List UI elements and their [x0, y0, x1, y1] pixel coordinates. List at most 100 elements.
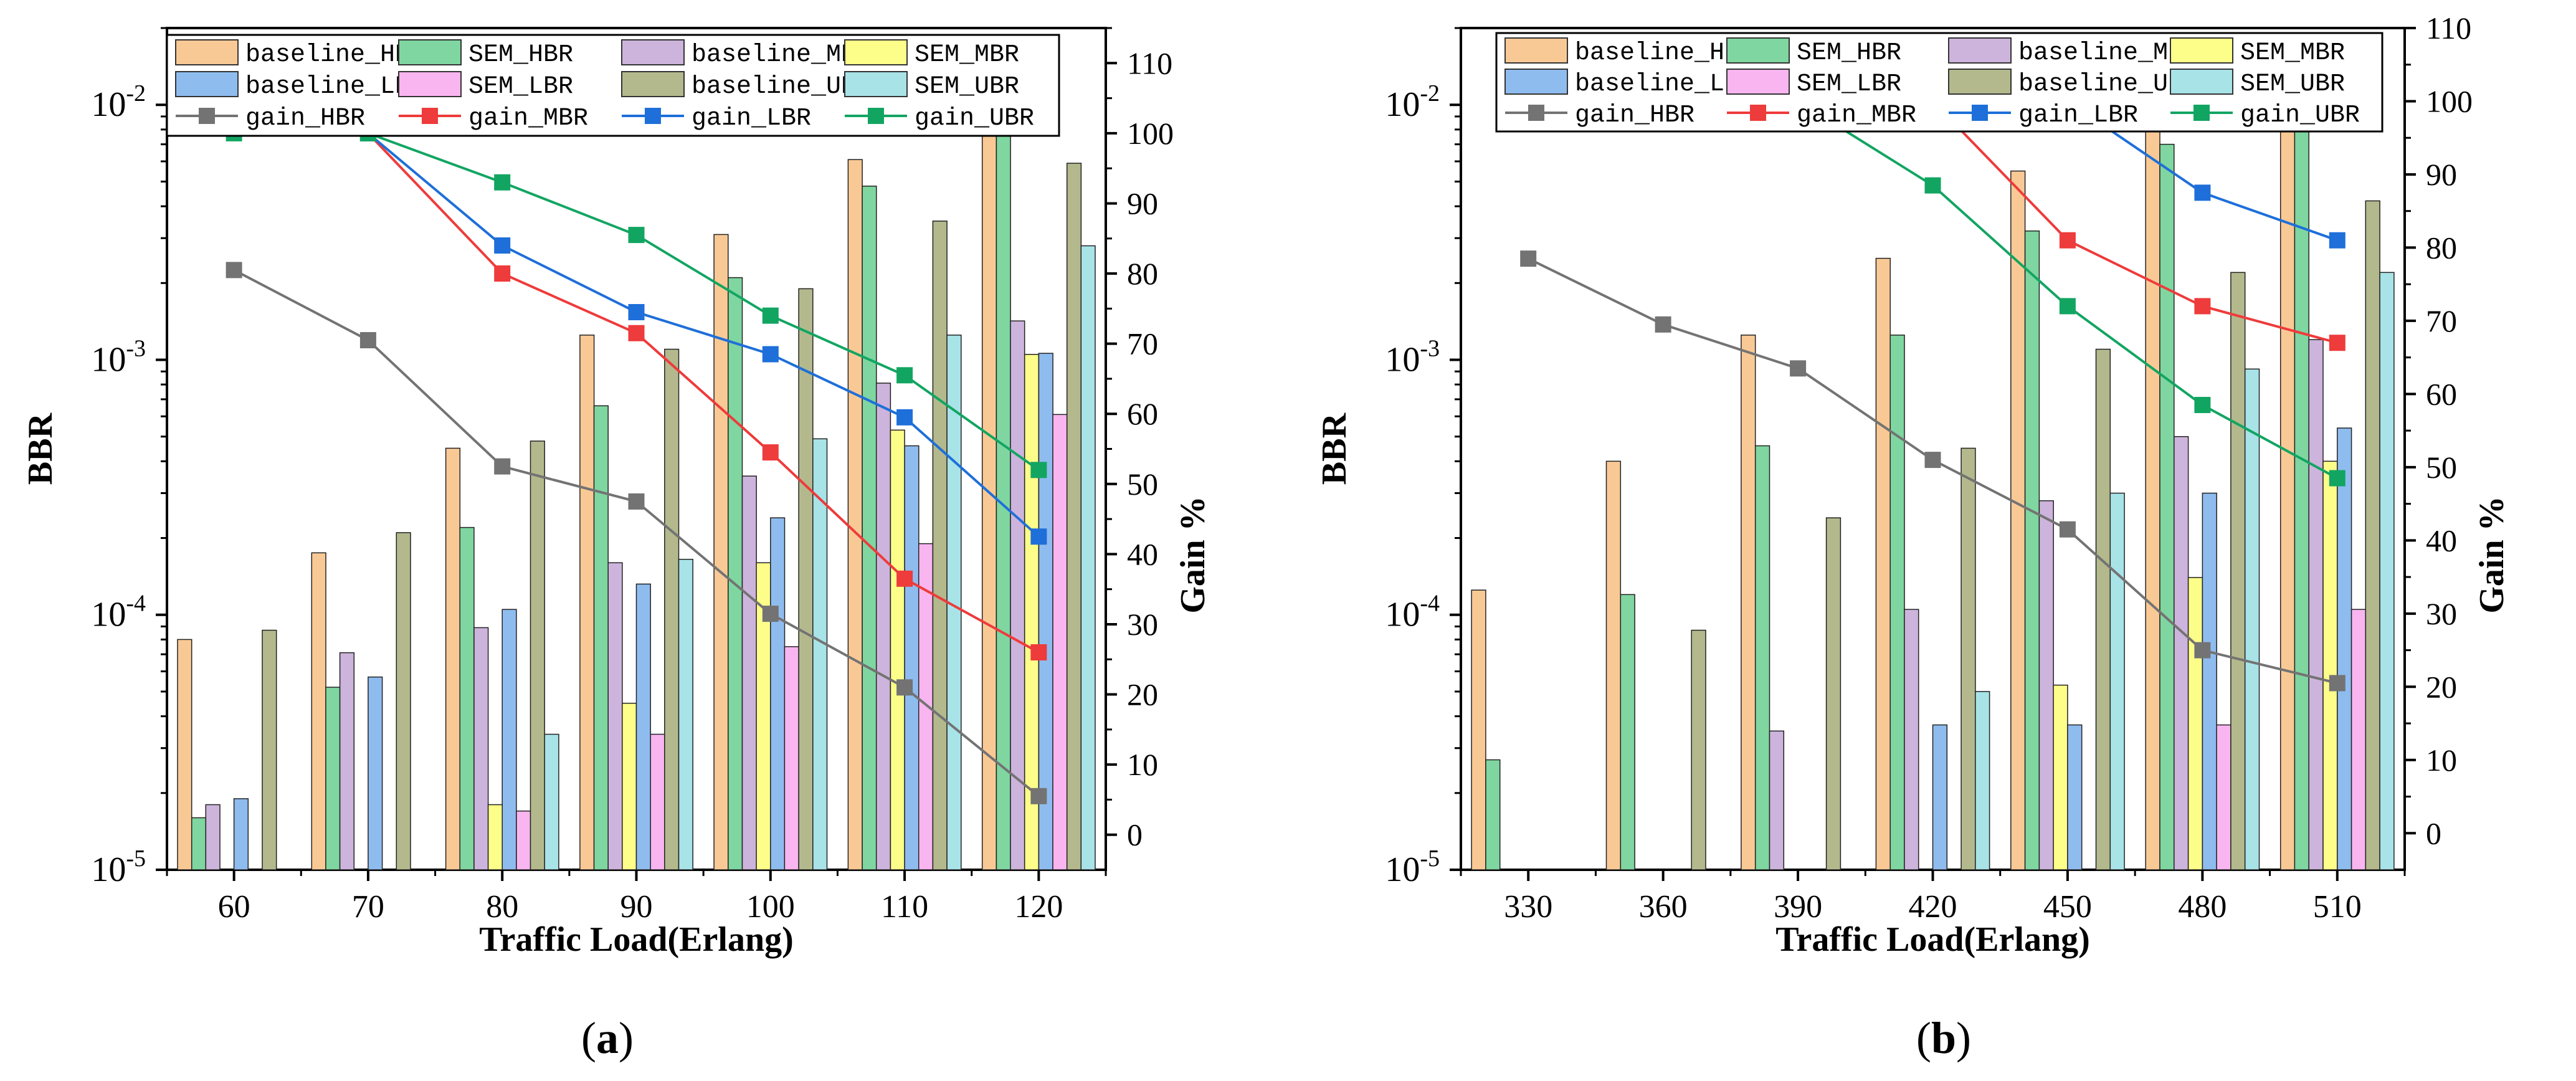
marker-gain_MBR-480 — [2194, 298, 2211, 315]
marker-gain_HBR-120 — [1030, 788, 1047, 804]
right-tick-label: 0 — [1127, 817, 1143, 852]
left-tick-label: 10-5 — [1385, 845, 1440, 889]
x-tick-label: 120 — [1014, 889, 1063, 925]
panel-caption: (a) — [581, 1013, 634, 1063]
legend-label-SEM_HBR: SEM_HBR — [1797, 39, 1901, 67]
bar-SEM_MBR-90 — [622, 702, 637, 870]
legend-label-gain_LBR: gain_LBR — [2018, 102, 2138, 130]
bar-SEM_HBR-420 — [1889, 335, 1905, 870]
x-axis: 330 360 390 420 450 480 510 — [1460, 870, 2406, 925]
legend-marker-gain_HBR — [199, 108, 215, 124]
right-tick-label: 70 — [2426, 303, 2457, 338]
legend-label-baseline_HBR: baseline_HBR — [1575, 39, 1754, 67]
bar-SEM_UBR-80 — [544, 733, 559, 870]
bar-baseline_LBR-450 — [2067, 724, 2083, 870]
marker-gain_UBR-480 — [2194, 397, 2211, 413]
bar-baseline_LBR-510 — [2337, 427, 2352, 870]
bar-SEM_HBR-390 — [1754, 445, 1770, 870]
marker-gain_HBR-420 — [1924, 452, 1941, 469]
marker-gain_LBR-480 — [2194, 184, 2211, 201]
lines-group — [226, 125, 1047, 804]
bar-baseline_MBR-420 — [1904, 609, 1919, 870]
bar-baseline_MBR-110 — [875, 383, 891, 870]
bars-group — [1471, 67, 2395, 870]
right-tick-label: 90 — [1127, 186, 1158, 221]
bar-SEM_HBR-100 — [728, 277, 743, 870]
bar-baseline_HBR-480 — [2145, 113, 2160, 870]
legend-label-gain_HBR: gain_HBR — [245, 105, 365, 133]
right-tick-label: 30 — [2426, 596, 2457, 631]
legend-swatch-SEM_MBR — [2170, 37, 2233, 64]
panel-a: 10-5 10-4 10-3 10-2 0 10 20 30 40 50 60 70 80 90 100 11… — [21, 27, 1212, 1063]
bar-SEM_HBR-450 — [2024, 230, 2040, 870]
right-axis: 0 10 20 30 40 50 60 70 80 90 100 110 — [1106, 27, 1174, 852]
bar-SEM_LBR-80 — [516, 810, 531, 870]
right-tick-label: 100 — [2426, 83, 2473, 118]
bar-SEM_MBR-450 — [2053, 684, 2068, 870]
bar-SEM_MBR-480 — [2187, 577, 2203, 870]
x-axis-title: Traffic Load(Erlang) — [1775, 920, 2089, 959]
marker-gain_UBR-450 — [2059, 298, 2076, 315]
right-tick-label: 90 — [2426, 157, 2457, 192]
bar-baseline_MBR-390 — [1769, 730, 1785, 870]
marker-gain_LBR-100 — [762, 346, 779, 363]
bar-baseline_HBR-450 — [2010, 170, 2026, 870]
panel-caption: (b) — [1916, 1013, 1971, 1063]
bar-baseline_LBR-420 — [1932, 724, 1948, 870]
legend-label-gain_LBR: gain_LBR — [692, 105, 811, 133]
legend-marker-gain_HBR — [1528, 105, 1544, 121]
left-tick-label: 10-2 — [1385, 80, 1440, 124]
marker-gain_HBR-330 — [1520, 250, 1537, 267]
bar-baseline_MBR-80 — [473, 627, 489, 870]
marker-gain_HBR-360 — [1655, 316, 1671, 333]
legend-swatch-baseline_HBR — [1504, 37, 1568, 64]
bar-SEM_LBR-510 — [2350, 609, 2367, 870]
bar-baseline_HBR-360 — [1605, 460, 1622, 870]
bar-baseline_MBR-100 — [741, 475, 757, 870]
bar-SEM_HBR-480 — [2159, 143, 2175, 870]
marker-gain_LBR-80 — [494, 237, 511, 254]
legend-label-SEM_HBR: SEM_HBR — [468, 41, 573, 69]
bar-baseline_HBR-510 — [2279, 67, 2296, 870]
bar-baseline_HBR-420 — [1875, 257, 1891, 870]
x-tick-label: 480 — [2178, 889, 2227, 925]
bar-SEM_HBR-90 — [593, 405, 609, 870]
bar-baseline_LBR-90 — [635, 583, 651, 870]
legend-marker-gain_UBR — [868, 108, 884, 124]
y-axis-title: BBR — [21, 412, 60, 485]
legend-marker-gain_LBR — [1972, 105, 1988, 121]
bar-SEM_MBR-110 — [890, 429, 905, 870]
bar-baseline_UBR-480 — [2230, 272, 2246, 870]
marker-gain_UBR-420 — [1924, 177, 1941, 194]
right-tick-label: 40 — [1127, 536, 1158, 571]
legend: baseline_HBR SEM_HBR baseline_MBR SEM_MBRba… — [1495, 32, 2384, 133]
right-tick-label: 110 — [2426, 11, 2471, 45]
bar-SEM_UBR-420 — [1975, 691, 1990, 870]
marker-gain_HBR-390 — [1790, 360, 1807, 377]
legend-swatch-SEM_UBR — [844, 71, 908, 97]
bars-group — [177, 107, 1096, 870]
bar-SEM_UBR-510 — [2379, 272, 2395, 870]
bar-baseline_HBR-100 — [713, 234, 729, 870]
right-tick-label: 10 — [2426, 743, 2457, 778]
x-tick-label: 80 — [486, 889, 518, 925]
left-tick-label: 10-5 — [91, 845, 146, 889]
bar-baseline_UBR-450 — [2095, 348, 2111, 870]
marker-gain_MBR-90 — [628, 325, 645, 341]
legend-label-SEM_LBR: SEM_LBR — [1797, 70, 1901, 98]
marker-gain_MBR-120 — [1030, 644, 1047, 660]
x-tick-label: 90 — [620, 889, 653, 925]
legend-swatch-baseline_LBR — [1504, 69, 1568, 95]
legend-label-gain_MBR: gain_MBR — [1797, 102, 1916, 130]
legend-swatch-SEM_HBR — [398, 39, 462, 65]
right-tick-label: 70 — [1127, 326, 1158, 361]
legend-swatch-SEM_MBR — [844, 39, 908, 65]
bar-baseline_HBR-80 — [445, 447, 461, 870]
legend-label-baseline_UBR: baseline_UBR — [2018, 70, 2198, 98]
bar-SEM_UBR-90 — [678, 558, 693, 870]
marker-gain_HBR-510 — [2329, 675, 2345, 692]
bar-SEM_LBR-120 — [1052, 414, 1068, 870]
right-tick-label: 40 — [2426, 523, 2457, 558]
legend-swatch-SEM_HBR — [1726, 37, 1790, 64]
legend-swatch-baseline_LBR — [175, 71, 239, 97]
